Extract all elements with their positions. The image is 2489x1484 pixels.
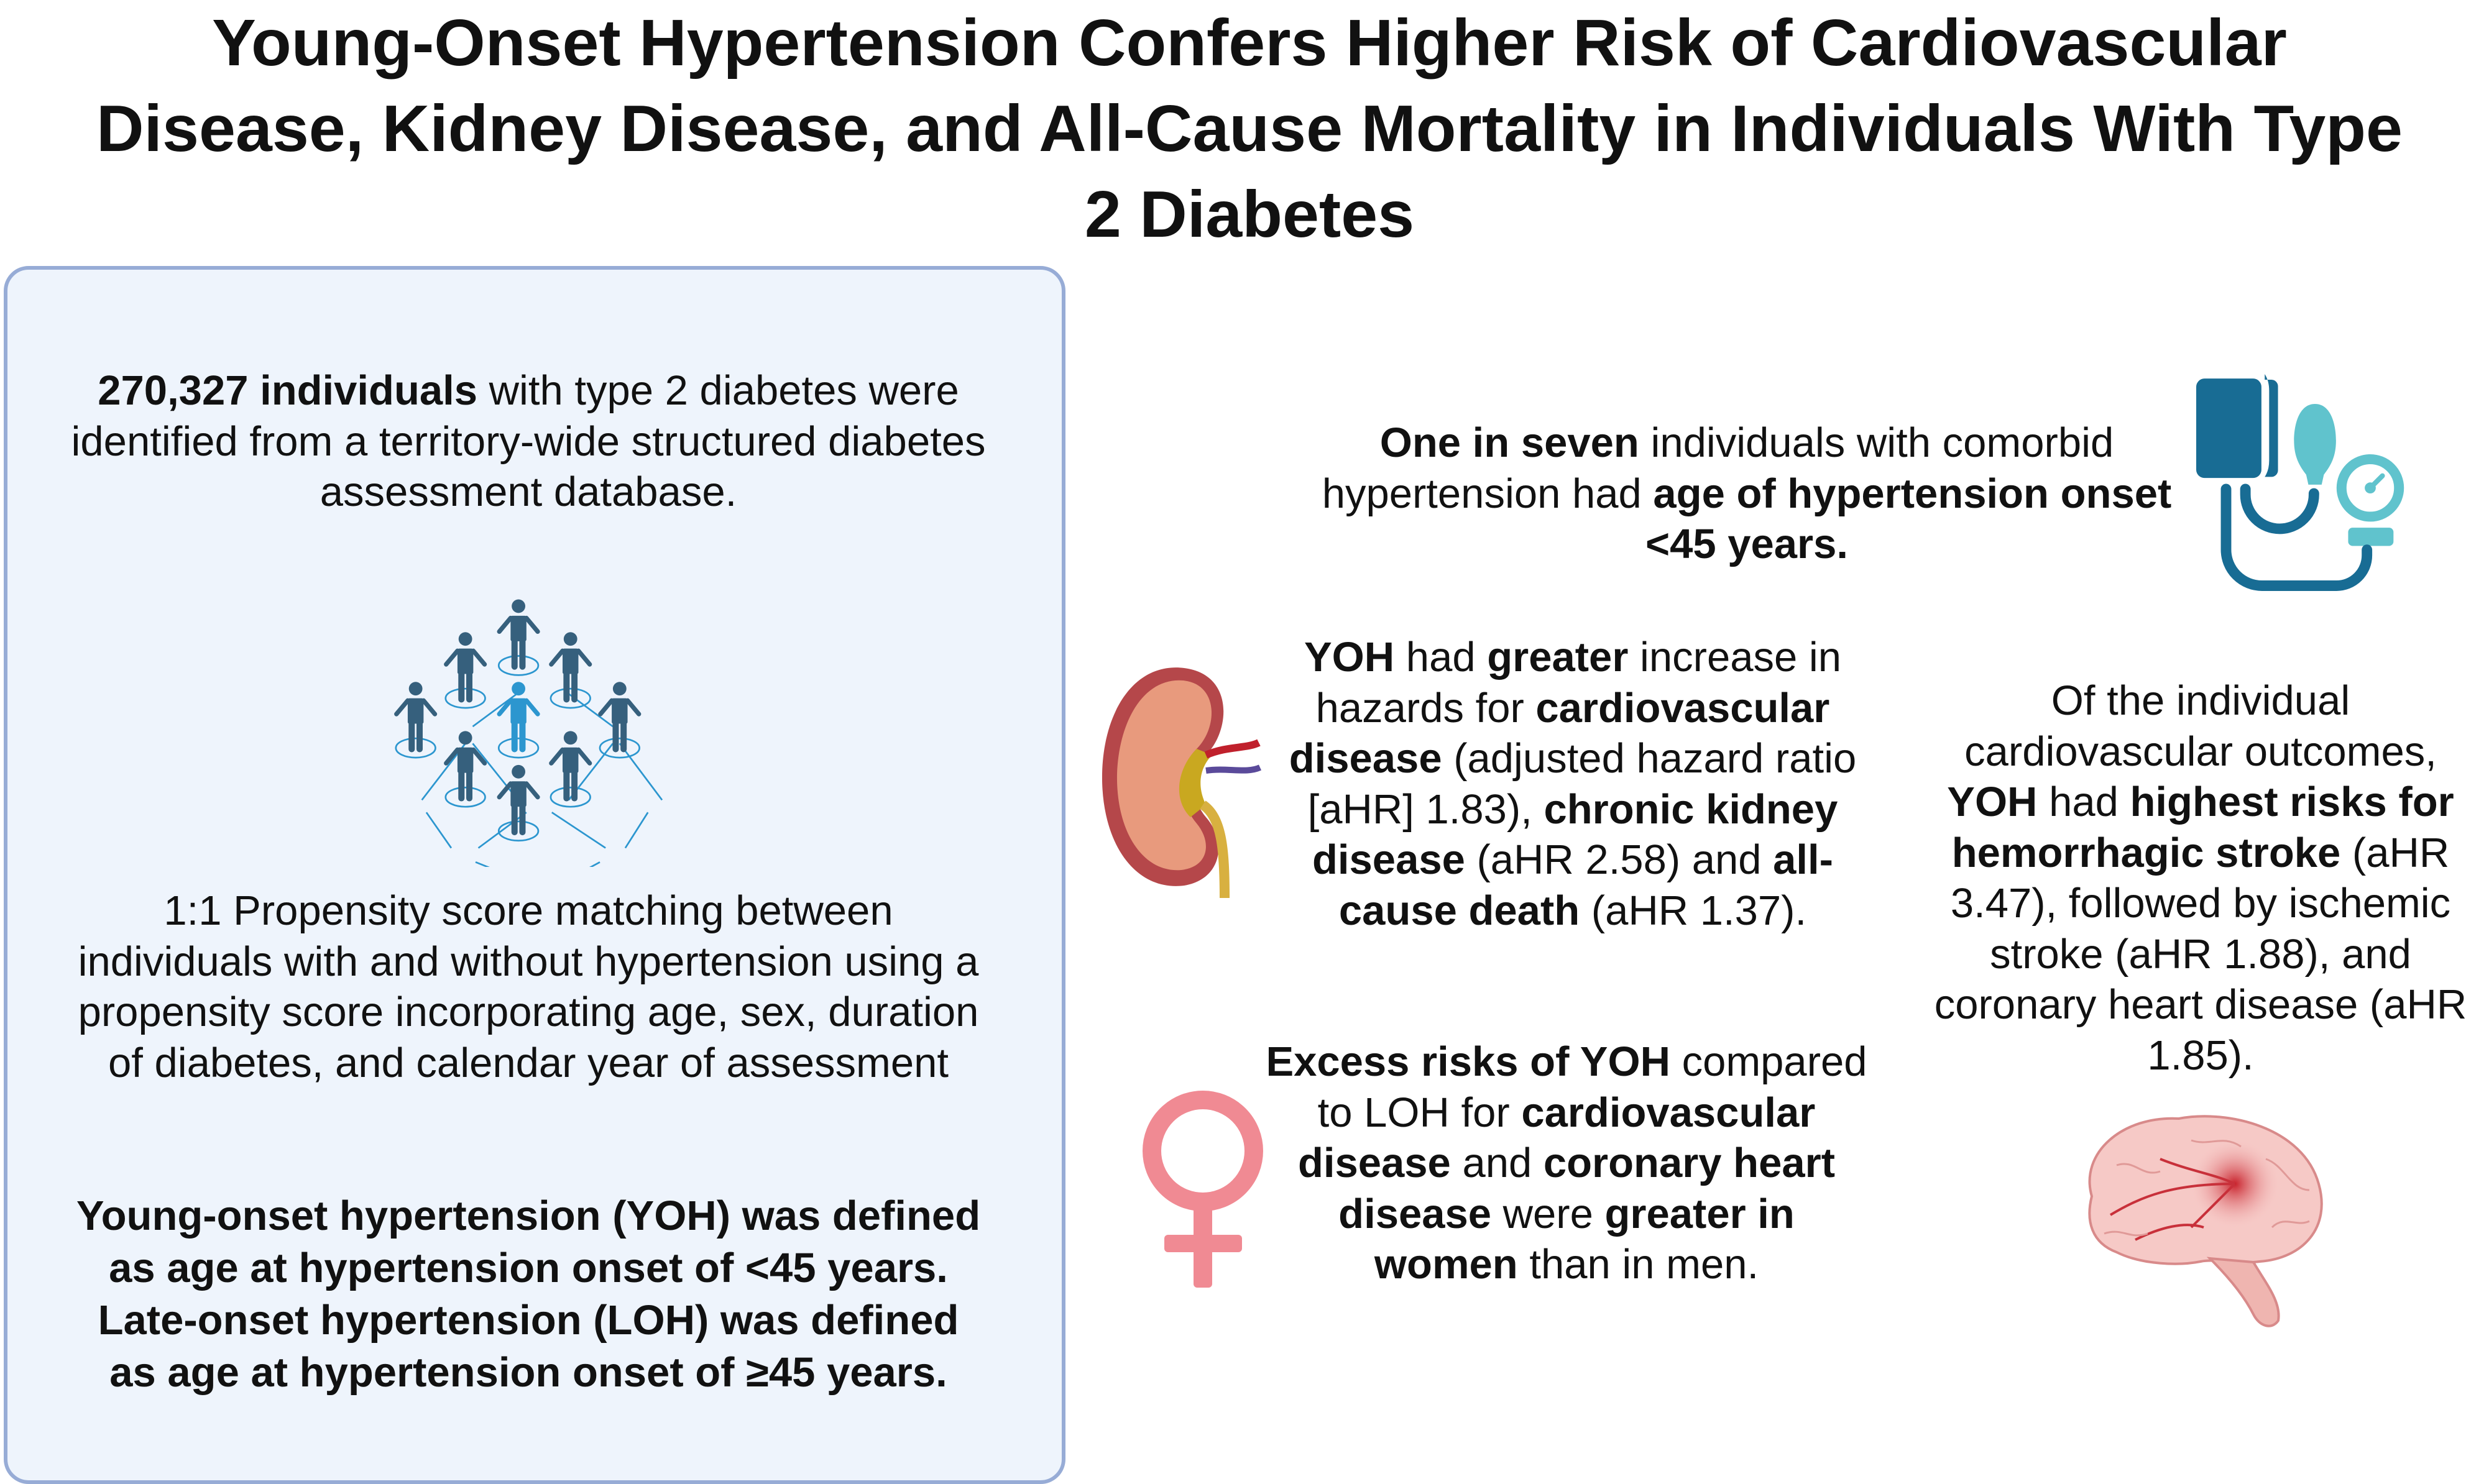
kidney-icon: [1102, 667, 1262, 899]
bold-segment: YOH: [1947, 779, 2038, 825]
bold-segment: YOH: [1304, 634, 1395, 680]
bold-segment: cardiovascular disease: [1289, 684, 1830, 782]
text-segment: Of the individual cardiovascular outcome…: [1964, 677, 2437, 775]
text-segment: (aHR 2.58) and: [1465, 836, 1774, 883]
person-icon: [497, 599, 540, 670]
network-node: [550, 786, 591, 808]
network-node: [550, 687, 591, 709]
text-segment: were: [1491, 1190, 1605, 1237]
person-icon: [549, 731, 592, 802]
bold-segment: age of hypertension onset <45 years.: [1645, 470, 2172, 568]
text-segment: (aHR 3.47), followed by ischemic stroke …: [1934, 829, 2467, 1079]
hazards-text: YOH had greater increase in hazards for …: [1281, 632, 1865, 936]
cohort-count: 270,327 individuals: [98, 367, 478, 414]
page-title: Young-Onset Hypertension Confers Higher …: [96, 6, 2403, 251]
text-segment: (aHR 1.37).: [1580, 887, 1807, 934]
bold-segment: chronic kidney disease: [1312, 786, 1838, 884]
network-node: [497, 737, 540, 759]
person-icon: [549, 632, 592, 703]
sex-difference-text: Excess risks of YOH compared to LOH for …: [1262, 1037, 1871, 1290]
highlighted-person-icon: [497, 682, 540, 753]
text-segment: increase in hazards for: [1315, 634, 1842, 731]
person-icon: [497, 764, 540, 836]
prevalence-text: One in seven individuals with comorbid h…: [1318, 418, 2176, 570]
network-node: [444, 687, 486, 709]
definitions-text: Young-onset hypertension (YOH) was defin…: [76, 1193, 981, 1396]
text-segment: compared to LOH for: [1317, 1038, 1867, 1136]
bold-segment: highest risks for hemorrhagic stroke: [1951, 779, 2454, 876]
person-icon: [598, 682, 642, 753]
individual-outcomes-text: Of the individual cardiovascular outcome…: [1921, 676, 2480, 1081]
network-node: [497, 820, 540, 842]
bold-segment: Excess risks of YOH: [1266, 1038, 1670, 1085]
bold-segment: coronary heart disease: [1338, 1140, 1836, 1237]
network-node: [395, 737, 436, 759]
matching-text: 1:1 Propensity score matching between in…: [78, 887, 979, 1086]
people-network-icon: [394, 599, 663, 867]
text-segment: individuals with comorbid hypertension h…: [1322, 419, 2114, 517]
text-segment: had: [1394, 634, 1488, 680]
text-segment: (adjusted hazard ratio [aHR] 1.83),: [1307, 735, 1857, 833]
cohort-desc: with type 2 diabetes were identified fro…: [71, 367, 986, 515]
network-node: [599, 737, 640, 759]
person-icon: [444, 632, 487, 703]
bold-segment: One in seven: [1379, 419, 1639, 466]
blood-pressure-monitor-icon: [2196, 374, 2404, 591]
cohort-text: 270,327 individuals with type 2 diabetes…: [68, 365, 988, 518]
methods-panel: [4, 266, 1065, 1484]
bold-segment: cardiovascular disease: [1297, 1089, 1816, 1187]
person-icon: [444, 731, 487, 802]
network-node: [497, 655, 540, 676]
bold-segment: greater in women: [1374, 1190, 1795, 1288]
person-icon: [394, 682, 438, 753]
text-segment: and: [1450, 1140, 1544, 1186]
female-symbol-icon: [1143, 1091, 1263, 1288]
bold-segment: greater: [1487, 634, 1629, 680]
brain-icon: [2088, 1115, 2323, 1327]
network-node: [444, 786, 486, 808]
text-segment: than in men.: [1517, 1241, 1759, 1288]
text-segment: had: [2037, 779, 2130, 825]
bold-segment: all-cause death: [1338, 836, 1833, 934]
